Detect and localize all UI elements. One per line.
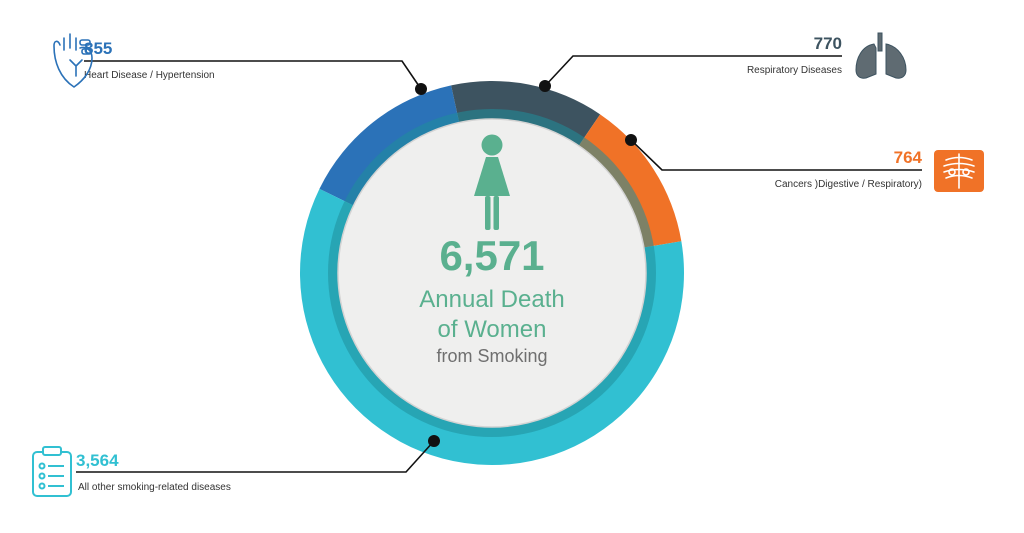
dot-respiratory	[539, 80, 551, 92]
leader-line-other	[76, 440, 435, 473]
label-cancers: Cancers )Digestive / Respiratory)	[775, 179, 922, 190]
label-heart: Heart Disease / Hypertension	[84, 70, 215, 81]
leader-line-respiratory	[544, 55, 842, 87]
donut-slice-ribcage	[578, 114, 682, 248]
leader-lines	[76, 55, 922, 473]
center-total: 6,571	[439, 232, 544, 279]
heart-icon	[53, 33, 93, 88]
center-line-2: of Women	[438, 316, 547, 343]
value-respiratory: 770	[814, 34, 842, 53]
center-line-1: Annual Death	[419, 286, 564, 313]
dot-other	[428, 435, 440, 447]
leader-line-heart	[84, 60, 422, 90]
center-line-3: from Smoking	[436, 346, 547, 366]
label-other: All other smoking-related diseases	[78, 482, 231, 493]
value-other: 3,564	[76, 451, 119, 470]
clipboard-icon	[32, 446, 72, 497]
lungs-icon	[855, 32, 907, 79]
dot-cancers	[625, 134, 637, 146]
woman-icon	[474, 134, 510, 230]
leader-line-cancers	[630, 139, 922, 171]
dot-heart	[415, 83, 427, 95]
inner-disc	[337, 118, 647, 428]
ribcage-icon	[934, 150, 984, 192]
value-cancers: 764	[894, 148, 923, 167]
label-respiratory: Respiratory Diseases	[747, 65, 842, 76]
